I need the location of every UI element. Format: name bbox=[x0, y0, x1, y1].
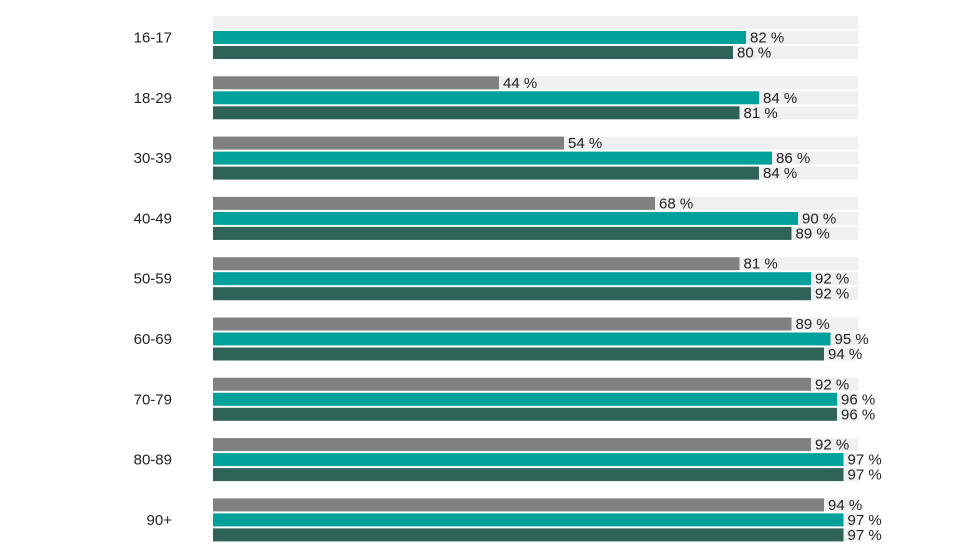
value-label-5-1: 95 % bbox=[835, 331, 869, 348]
value-label-1-2: 81 % bbox=[744, 105, 778, 122]
bar-1-1 bbox=[213, 91, 759, 105]
bar-1-0 bbox=[213, 76, 499, 90]
value-label-1-0: 44 % bbox=[503, 75, 537, 92]
value-label-2-2: 84 % bbox=[763, 165, 797, 182]
bar-6-1 bbox=[213, 392, 837, 406]
value-label-6-2: 96 % bbox=[841, 406, 875, 423]
value-label-6-1: 96 % bbox=[841, 391, 875, 408]
bar-5-0 bbox=[213, 317, 792, 331]
bar-2-0 bbox=[213, 136, 564, 150]
bars bbox=[213, 31, 844, 542]
bar-1-2 bbox=[213, 106, 740, 120]
value-label-8-1: 97 % bbox=[848, 512, 882, 529]
bar-7-1 bbox=[213, 453, 844, 467]
bar-8-1 bbox=[213, 513, 844, 527]
bar-7-0 bbox=[213, 438, 811, 452]
value-label-0-2: 80 % bbox=[737, 45, 771, 62]
value-label-8-2: 97 % bbox=[848, 527, 882, 544]
bar-8-2 bbox=[213, 528, 844, 542]
value-label-8-0: 94 % bbox=[828, 497, 862, 514]
bar-2-2 bbox=[213, 166, 759, 180]
value-label-4-1: 92 % bbox=[815, 271, 849, 288]
value-label-0-1: 82 % bbox=[750, 30, 784, 47]
category-label-6069: 60-69 bbox=[134, 331, 172, 348]
bar-6-0 bbox=[213, 377, 811, 391]
category-label-1829: 18-29 bbox=[134, 90, 172, 107]
category-label-1617: 16-17 bbox=[134, 30, 172, 47]
value-label-5-0: 89 % bbox=[796, 316, 830, 333]
bar-6-2 bbox=[213, 407, 837, 421]
value-label-4-2: 92 % bbox=[815, 286, 849, 303]
value-label-2-1: 86 % bbox=[776, 150, 810, 167]
bar-3-0 bbox=[213, 196, 655, 210]
value-labels: 82 %80 %44 %84 %81 %54 %86 %84 %68 %90 %… bbox=[503, 30, 882, 544]
bar-2-1 bbox=[213, 151, 772, 165]
value-label-3-0: 68 % bbox=[659, 195, 693, 212]
bar-7-2 bbox=[213, 468, 844, 482]
value-label-1-1: 84 % bbox=[763, 90, 797, 107]
bar-3-2 bbox=[213, 226, 792, 240]
category-label-5059: 50-59 bbox=[134, 271, 172, 288]
category-label-7079: 70-79 bbox=[134, 391, 172, 408]
category-labels: 16-17 18-29 30-39 40-49 50-59 60-69 70-79 80-89… bbox=[134, 30, 173, 529]
bar-0-1 bbox=[213, 31, 746, 44]
category-label-3039: 30-39 bbox=[134, 150, 172, 167]
value-label-7-2: 97 % bbox=[848, 467, 882, 484]
value-label-2-0: 54 % bbox=[568, 135, 602, 152]
value-label-7-0: 92 % bbox=[815, 437, 849, 454]
bar-4-1 bbox=[213, 272, 811, 286]
value-label-3-2: 89 % bbox=[796, 225, 830, 242]
value-label-7-1: 97 % bbox=[848, 452, 882, 469]
category-label-4049: 40-49 bbox=[134, 210, 172, 227]
value-label-6-0: 92 % bbox=[815, 376, 849, 393]
category-label-90: 90+ bbox=[147, 512, 173, 529]
value-label-5-2: 94 % bbox=[828, 346, 862, 363]
bar-5-1 bbox=[213, 332, 831, 346]
bar-3-1 bbox=[213, 211, 798, 225]
bar-4-0 bbox=[213, 257, 740, 271]
value-label-3-1: 90 % bbox=[802, 210, 836, 227]
track-0-0 bbox=[213, 16, 858, 29]
bar-5-2 bbox=[213, 347, 824, 361]
bar-4-2 bbox=[213, 287, 811, 301]
bar-0-2 bbox=[213, 46, 733, 59]
value-label-4-0: 81 % bbox=[744, 256, 778, 273]
category-label-8089: 80-89 bbox=[134, 452, 172, 469]
bar-8-0 bbox=[213, 498, 824, 512]
